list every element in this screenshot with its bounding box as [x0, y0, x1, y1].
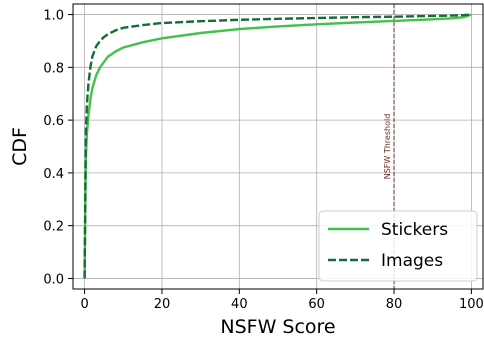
legend-label-stickers: Stickers	[381, 220, 448, 240]
threshold-label: NSFW Threshold	[383, 114, 392, 180]
legend-label-images: Images	[381, 251, 443, 271]
x-tick-label: 80	[386, 297, 403, 312]
y-tick-label: 0.4	[43, 167, 64, 182]
x-tick-label: 20	[154, 297, 171, 312]
y-tick-label: 0.6	[43, 114, 64, 129]
grid-lines	[73, 4, 483, 289]
series-line-stickers	[83, 13, 472, 279]
y-axis-title: CDF	[9, 127, 31, 166]
y-tick-label: 0.2	[43, 220, 64, 235]
legend: Stickers Images	[318, 210, 478, 282]
series-lines	[83, 13, 472, 279]
plot-frame	[72, 3, 484, 290]
x-tick-label: 0	[80, 297, 88, 312]
series-line-images	[83, 13, 472, 279]
y-tick-label: 0.8	[43, 61, 64, 76]
axis-ticks: 0 20 40 60 80 100 0.0 0.2 0.4 0.6 0.8 1.0	[43, 9, 483, 312]
x-tick-label: 100	[459, 297, 484, 312]
y-tick-label: 0.0	[43, 272, 64, 287]
x-tick-label: 40	[231, 297, 248, 312]
x-tick-label: 60	[308, 297, 325, 312]
x-axis-title: NSFW Score	[220, 316, 335, 338]
y-tick-label: 1.0	[43, 9, 64, 24]
